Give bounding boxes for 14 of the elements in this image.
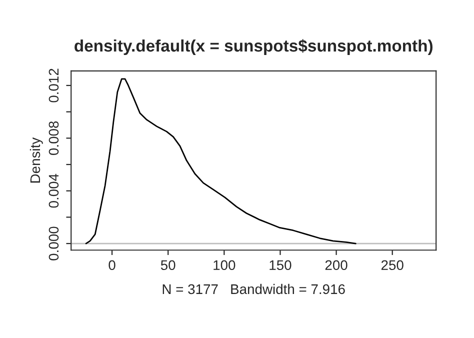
y-tick-label: 0.000 [48, 226, 59, 260]
y-tick-label: 0.012 [48, 68, 59, 102]
y-axis-title: Density [30, 137, 43, 183]
x-tick-label: 150 [270, 260, 292, 270]
line-series [85, 78, 356, 244]
chart-title: density.default(x = sunspots$sunspot.month) [74, 39, 432, 55]
x-tick-label: 250 [381, 260, 404, 270]
y-tick-label: 0.004 [48, 174, 59, 208]
x-axis-title: N = 3177 Bandwidth = 7.916 [162, 284, 345, 294]
y-tick-label: 0.008 [48, 121, 59, 155]
x-tick-label: 100 [214, 260, 236, 270]
x-tick-label: 200 [325, 260, 348, 270]
x-tick-label: 50 [160, 260, 176, 270]
x-tick-label: 0 [108, 260, 116, 270]
